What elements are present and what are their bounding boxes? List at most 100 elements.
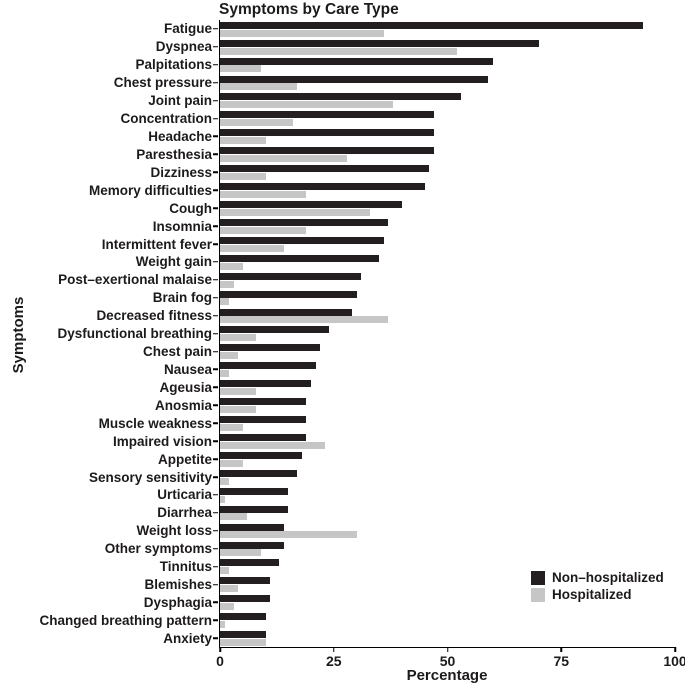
- bar-hospitalized: [220, 65, 261, 73]
- symptom-row: Dysphagia: [144, 594, 675, 612]
- bar-hospitalized: [220, 119, 293, 127]
- bar-hospitalized: [220, 405, 257, 413]
- x-tick-mark: [219, 647, 221, 652]
- y-tick-mark: [213, 153, 218, 156]
- bar-non-hospitalized: [220, 434, 307, 441]
- bar-hospitalized: [220, 513, 248, 521]
- y-tick-mark: [213, 494, 218, 496]
- y-tick-mark: [213, 189, 218, 191]
- bar-non-hospitalized: [220, 308, 352, 316]
- bar-non-hospitalized: [220, 523, 284, 531]
- bar-hospitalized: [220, 370, 230, 378]
- bar-non-hospitalized: [220, 201, 402, 209]
- symptom-row: Paresthesia: [136, 145, 675, 163]
- y-tick-mark: [213, 279, 218, 281]
- bar-non-hospitalized: [220, 505, 289, 513]
- category-label: Palpitations: [135, 57, 212, 73]
- y-tick-mark: [213, 261, 218, 263]
- bar-hospitalized: [220, 226, 307, 234]
- symptom-row: Weight loss: [136, 522, 675, 540]
- hospitalized-swatch-icon: [531, 587, 545, 602]
- category-label: Weight loss: [136, 523, 212, 539]
- bar-non-hospitalized: [220, 451, 302, 459]
- y-tick-mark: [213, 476, 218, 478]
- y-tick-mark: [213, 440, 218, 442]
- bar-non-hospitalized: [220, 469, 298, 477]
- symptom-row: Anxiety: [163, 629, 675, 647]
- y-tick-mark: [213, 243, 218, 245]
- category-label: Anxiety: [163, 630, 212, 646]
- bar-non-hospitalized: [220, 362, 316, 370]
- bar-non-hospitalized: [220, 57, 493, 65]
- bar-non-hospitalized: [220, 254, 380, 262]
- bar-non-hospitalized: [220, 577, 271, 585]
- chart-title: Symptoms by Care Type: [219, 1, 399, 18]
- y-tick-mark: [213, 637, 218, 640]
- bar-hospitalized: [220, 441, 325, 449]
- bar-hospitalized: [220, 477, 230, 485]
- symptom-row: Headache: [148, 128, 675, 146]
- x-tick-mark: [560, 647, 562, 652]
- category-label: Concentration: [120, 111, 212, 127]
- bar-non-hospitalized: [220, 595, 271, 603]
- x-tick-label: 75: [553, 653, 570, 669]
- category-label: Dysphagia: [143, 594, 212, 610]
- category-label: Ageusia: [159, 379, 212, 395]
- bar-hospitalized: [220, 585, 239, 593]
- y-tick-mark: [213, 171, 218, 174]
- category-label: Impaired vision: [112, 433, 212, 449]
- symptom-row: Tinnitus: [160, 558, 675, 576]
- y-tick-mark: [213, 81, 218, 84]
- symptom-row: Intermittent fever: [102, 235, 675, 253]
- category-label: Cough: [169, 200, 212, 216]
- bar-hospitalized: [220, 244, 284, 252]
- bar-hospitalized: [220, 531, 357, 539]
- bar-non-hospitalized: [220, 165, 430, 173]
- bar-non-hospitalized: [220, 129, 434, 137]
- bar-hospitalized: [220, 352, 239, 360]
- category-label: Dysfunctional breathing: [57, 326, 212, 342]
- bar-hospitalized: [220, 172, 266, 180]
- bar-hospitalized: [220, 603, 234, 611]
- category-label: Decreased fitness: [96, 308, 212, 324]
- category-label: Paresthesia: [136, 146, 212, 162]
- symptom-row: Dysfunctional breathing: [57, 325, 675, 343]
- bar-non-hospitalized: [220, 326, 330, 334]
- bar-non-hospitalized: [220, 21, 644, 29]
- category-label: Appetite: [158, 451, 212, 467]
- x-tick-mark: [674, 647, 676, 652]
- y-tick-mark: [213, 404, 218, 407]
- bar-hospitalized: [220, 29, 384, 37]
- category-label: Post–exertional malaise: [58, 272, 212, 288]
- x-tick-label: 100: [663, 653, 685, 669]
- symptom-row: Cough: [169, 199, 675, 217]
- bar-non-hospitalized: [220, 290, 357, 298]
- bar-non-hospitalized: [220, 487, 289, 495]
- y-tick-mark: [213, 386, 218, 389]
- bar-non-hospitalized: [220, 398, 307, 406]
- symptom-row: Impaired vision: [113, 432, 675, 450]
- plot-area: Fatigue Dyspnea Palpitations Chest pressure…: [39, 20, 685, 669]
- symptom-row: Memory difficulties: [89, 181, 675, 199]
- bar-non-hospitalized: [220, 93, 462, 101]
- symptom-row: Brain fog: [153, 289, 675, 307]
- bar-hospitalized: [220, 83, 298, 91]
- symptom-row: Dizziness: [150, 163, 675, 181]
- y-tick-mark: [213, 117, 218, 120]
- y-tick-mark: [213, 547, 218, 550]
- bar-hospitalized: [220, 47, 457, 55]
- symptom-row: Post–exertional malaise: [58, 271, 675, 289]
- symptom-row: Ageusia: [159, 378, 675, 396]
- symptom-row: Fatigue: [164, 20, 675, 38]
- y-tick-mark: [213, 530, 218, 532]
- y-tick-mark: [213, 583, 218, 586]
- bar-non-hospitalized: [220, 272, 362, 280]
- bar-non-hospitalized: [220, 236, 384, 244]
- x-tick-mark: [446, 647, 449, 652]
- bar-hospitalized: [220, 638, 266, 646]
- symptom-row: Urticaria: [157, 486, 675, 504]
- non-hospitalized-swatch-icon: [531, 570, 545, 585]
- y-tick-mark: [213, 207, 218, 209]
- bar-hospitalized: [220, 334, 257, 342]
